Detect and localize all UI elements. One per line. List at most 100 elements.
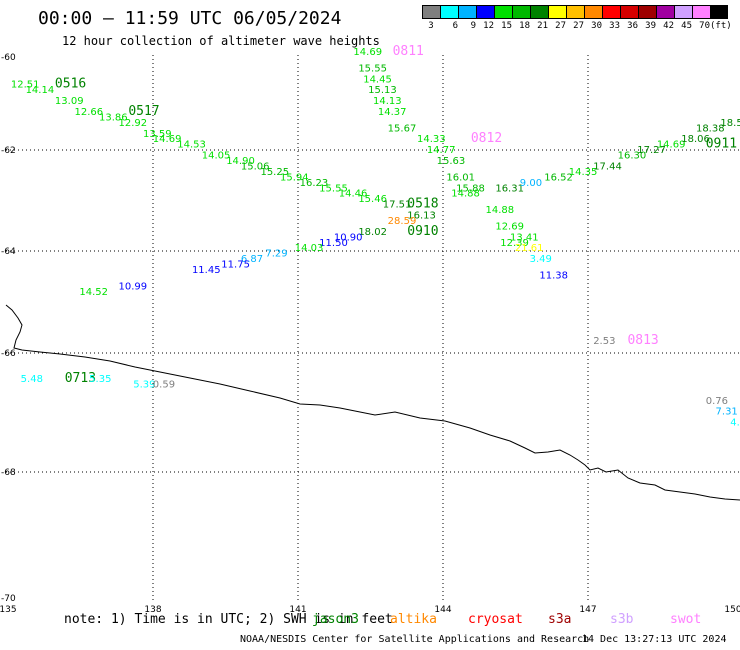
wave-height-value: 18.38: [696, 123, 725, 134]
wave-height-value: 14.88: [451, 189, 480, 200]
lat-tick-label: -64: [1, 247, 16, 257]
generated-timestamp: 14 Dec 13:27:13 UTC 2024: [582, 634, 727, 645]
legend-tick-label: 30: [591, 21, 602, 31]
legend-tick-label: 45: [681, 21, 692, 31]
legend-tick-label: 3: [428, 21, 434, 31]
wave-height-value: 14.90: [226, 156, 255, 167]
wave-height-value: 17.51: [383, 200, 412, 211]
wave-height-value: 14.69: [657, 140, 686, 151]
wave-height-value: 15.06: [241, 161, 270, 172]
legend-swatch: [620, 5, 638, 19]
legend-swatch: [494, 5, 512, 19]
wave-height-value: 14.13: [373, 96, 402, 107]
legend-tick-label: 6: [452, 21, 458, 31]
wave-height-value: 5.35: [89, 374, 111, 385]
wave-height-value: 14.37: [378, 107, 407, 118]
wave-height-value: 14.45: [363, 74, 392, 85]
legend-tick-label: 42: [663, 21, 674, 31]
legend-tick-label: 18: [519, 21, 530, 31]
legend-swatch: [458, 5, 476, 19]
lat-tick-label: -60: [1, 53, 16, 63]
legend-tick-label: 27: [555, 21, 566, 31]
wave-height-value: 17.27: [637, 145, 666, 156]
wave-height-value: 7.29: [265, 249, 287, 260]
grid-lines: [6, 55, 740, 600]
wave-height-value: 14.69: [353, 47, 382, 58]
satellite-legend-item: s3a: [548, 612, 572, 627]
legend-swatch: [602, 5, 620, 19]
legend-tick-label: 39: [645, 21, 656, 31]
lon-tick-label: 147: [579, 605, 596, 615]
legend-swatch: [548, 5, 566, 19]
track-label: 0811: [393, 44, 424, 59]
wave-height-value: 15.25: [260, 167, 289, 178]
wave-height-value: 12.92: [119, 118, 148, 129]
lon-tick-label: 135: [0, 605, 17, 615]
legend-swatch: [656, 5, 674, 19]
wave-height-value: 16.01: [446, 172, 475, 183]
wave-height-value: 4.21: [730, 418, 740, 429]
coastline: [5, 304, 740, 501]
legend-swatch: [440, 5, 458, 19]
wave-height-value: 15.55: [358, 63, 387, 74]
wave-height-value: 15.55: [319, 183, 348, 194]
wave-height-value: 12.39: [500, 238, 529, 249]
wave-height-value: 14.77: [427, 145, 456, 156]
legend-swatch: [638, 5, 656, 19]
legend-tick-label: (ft): [710, 21, 732, 31]
wave-height-value: 0.59: [153, 379, 175, 390]
wave-height-value: 18.02: [358, 227, 387, 238]
track-label: 0813: [627, 333, 658, 348]
wave-height-value: 14.53: [177, 140, 206, 151]
wave-height-value: 10.90: [334, 232, 363, 243]
wave-height-value: 0.76: [706, 396, 728, 407]
wave-height-value: 11.45: [192, 265, 221, 276]
lat-tick-label: -68: [1, 468, 16, 478]
legend-tick-label: 36: [627, 21, 638, 31]
wave-height-value: 13.41: [510, 232, 539, 243]
wave-height-value: 10.99: [119, 281, 148, 292]
legend-tick-label: 21: [537, 21, 548, 31]
wave-height-value: 11.75: [221, 260, 250, 271]
wave-height-value: 16.31: [495, 183, 524, 194]
legend-swatch: [566, 5, 584, 19]
wave-height-value: 14.03: [295, 243, 324, 254]
legend-swatch: [476, 5, 494, 19]
track-label: 0516: [55, 77, 86, 92]
wave-height-value: 18.57: [720, 118, 740, 129]
legend-tick-label: 12: [483, 21, 494, 31]
wave-height-value: 18.06: [681, 134, 710, 145]
wave-height-value: 12.51: [11, 80, 40, 91]
wave-height-value: 12.66: [75, 107, 104, 118]
legend-swatch: [530, 5, 548, 19]
lon-tick-label: 150: [724, 605, 740, 615]
wave-height-value: 14.46: [339, 189, 368, 200]
wave-height-value: 14.35: [569, 167, 598, 178]
legend-tick-label: 70: [699, 21, 710, 31]
wave-height-value: 17.44: [593, 161, 622, 172]
footer-note: note: 1) Time is in UTC; 2) SWH is in fe…: [64, 612, 393, 627]
wave-height-value: 5.39: [133, 379, 155, 390]
wave-height-value: 15.88: [456, 183, 485, 194]
wave-height-value: 12.69: [495, 221, 524, 232]
legend-swatch: [512, 5, 530, 19]
wave-height-value: 16.52: [544, 172, 573, 183]
legend-swatch: [422, 5, 440, 19]
wave-height-value: 2.53: [593, 336, 615, 347]
wave-height-value: 16.23: [300, 178, 329, 189]
track-label: 0910: [407, 224, 438, 239]
plot-frame: [6, 55, 740, 600]
legend-tick-label: 15: [501, 21, 512, 31]
wave-height-values: 14.6915.5514.4515.1314.1314.3715.6714.33…: [11, 47, 740, 429]
wave-height-value: 14.05: [202, 151, 231, 162]
satellite-legend-item: altika: [390, 612, 437, 627]
wave-height-value: 16.13: [407, 211, 436, 222]
wave-height-value: 15.46: [358, 194, 387, 205]
legend-swatch: [584, 5, 602, 19]
wave-height-value: 7.31: [716, 407, 738, 418]
color-legend-ticks: 3 6 9 12 15 18 21 27 27 30 33 36 39 42 45 70 (ft): [422, 21, 732, 31]
satellite-legend-item: swot: [670, 612, 702, 627]
wave-height-value: 16.30: [618, 151, 647, 162]
